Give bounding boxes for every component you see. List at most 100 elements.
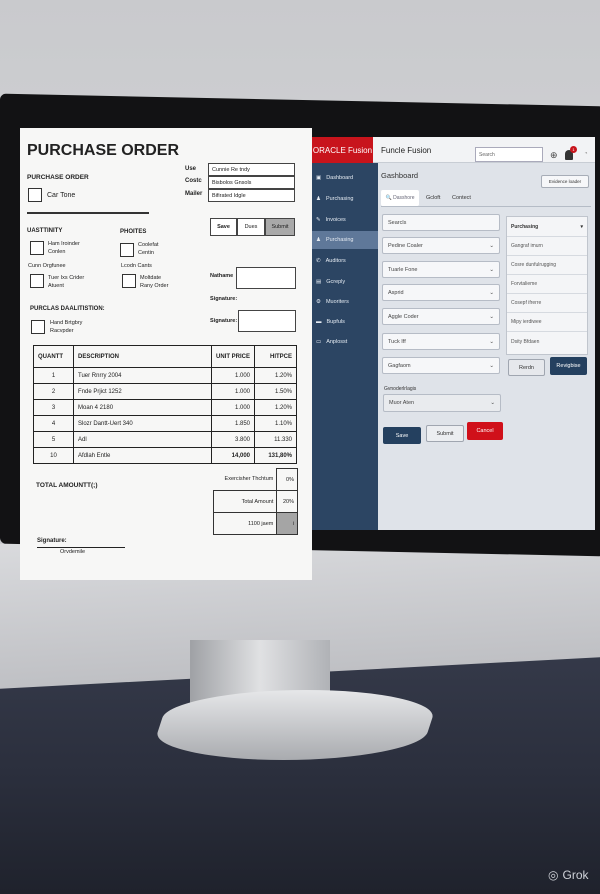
chevron-down-icon: ⌄ <box>489 362 494 369</box>
totals-table: Exercisher Thchtum 0% Total Amount 20% 110… <box>212 468 298 535</box>
cell: 1.10% <box>254 415 297 432</box>
panel-item[interactable]: Cosre dunfulrugging <box>507 256 587 275</box>
sidebar-item-anplosst[interactable]: ▭ Anplosst <box>312 333 378 351</box>
evidence-loader-button[interactable]: Evidence loader <box>541 175 589 188</box>
sidebar-item-gcreply[interactable]: ▤ Gcreply <box>312 273 378 291</box>
cell: Tuer Rnrry 2004 <box>73 367 212 384</box>
chevron-down-icon: ⌄ <box>490 400 495 406</box>
cell: 1.000 <box>211 367 255 384</box>
sidebar-item-label: Muoriters <box>325 299 349 305</box>
checkbox-label: Car Tone <box>47 192 76 199</box>
sidebar-item-invoices[interactable]: ✎ Invoices <box>312 211 378 229</box>
sidebar-item-dashboard[interactable]: ▣ Dashboard <box>312 169 378 187</box>
sidebar-item-auditors[interactable]: ✆ Auditors <box>312 252 378 270</box>
signature-footer-label: Signature: <box>37 538 67 544</box>
checkbox[interactable] <box>30 274 44 288</box>
checkbox[interactable] <box>120 243 134 257</box>
panel-item[interactable]: Mipy ierdiwee <box>507 313 587 332</box>
search-field[interactable]: Searcls <box>382 214 500 231</box>
cell: Fnde Prjict 1252 <box>73 383 212 400</box>
sidebar-item-purchasing[interactable]: ♟ Purchasing <box>312 190 378 208</box>
cell: 11.330 <box>254 431 297 448</box>
submit-button[interactable]: Submit <box>426 425 464 442</box>
tab-gcloft[interactable]: Gcloft <box>426 195 441 201</box>
totals-label: 1100 jaem <box>212 512 278 535</box>
checkbox[interactable] <box>30 241 44 255</box>
purchasing-panel: Purchasing ▾ Gangraf imurn Cosre dunfulru… <box>506 216 588 355</box>
signature-input[interactable] <box>238 310 296 332</box>
cell: Slozr Dantt-Uert 340 <box>73 415 212 432</box>
tab-contect[interactable]: Contect <box>452 195 471 201</box>
panel-header[interactable]: Purchasing ▾ <box>507 217 587 237</box>
divider <box>27 212 149 214</box>
notification-bell-icon[interactable] <box>565 150 573 160</box>
user-icon[interactable]: ◔ <box>584 151 588 157</box>
watermark-text: Grok <box>562 868 589 882</box>
chevron-down-icon: ⌄ <box>489 242 494 249</box>
select-field[interactable]: Gagfaom ⌄ <box>382 357 500 374</box>
cell: 3 <box>33 399 74 416</box>
sidebar-item-bupfuls[interactable]: ▬ Bupfuls <box>312 313 378 331</box>
tab-divider <box>381 206 591 207</box>
checkbox-label: Coolefat Centin <box>138 242 159 256</box>
select-value: Muor Aten <box>389 400 415 406</box>
group-select[interactable]: Muor Aten ⌄ <box>383 394 501 412</box>
sidebar-item-purchasing-active[interactable]: ♟ Purchasing <box>312 231 378 249</box>
navigate-button[interactable]: Revigbise <box>550 357 587 375</box>
user-icon: ♟ <box>316 196 321 202</box>
tab-dasshore[interactable]: 🔍 Dasshore <box>381 190 419 206</box>
name-input[interactable] <box>236 267 296 289</box>
cell: 131,80% <box>254 447 297 464</box>
panel-item[interactable]: Gangraf imurn <box>507 237 587 256</box>
select-field[interactable]: Tuck Iff ⌄ <box>382 333 500 350</box>
select-field[interactable]: Aggle Coder ⌄ <box>382 308 500 325</box>
signature-name: Orvdemile <box>60 549 86 555</box>
sidebar: ▣ Dashboard ♟ Purchasing ✎ Invoices ♟ Purcha… <box>312 163 378 530</box>
checkbox[interactable] <box>31 320 45 334</box>
dues-button[interactable]: Dues <box>237 218 265 236</box>
sidebar-item-label: Invoices <box>325 217 346 223</box>
panel-item[interactable]: Forvtalieme <box>507 275 587 294</box>
sidebar-item-label: Anplosst <box>326 339 348 345</box>
user-icon: ♟ <box>316 237 321 243</box>
cell: 14,000 <box>211 447 255 464</box>
checkbox[interactable] <box>122 274 136 288</box>
sidebar-item-label: Gcreply <box>326 279 346 285</box>
panel-item[interactable]: Cosepf ifrerre <box>507 294 587 313</box>
column-header: QUANTT <box>33 345 74 368</box>
field-input[interactable]: Bifirated Idgle <box>208 189 295 202</box>
save-button[interactable]: Save <box>210 218 237 236</box>
select-field[interactable]: Pedine Coaler ⌄ <box>382 237 500 254</box>
field-input[interactable]: Cunnie Re tndy <box>208 163 295 176</box>
save-button[interactable]: Save <box>383 427 421 444</box>
panel-item[interactable]: Dsity Bfdaen <box>511 338 540 345</box>
cell: Afdlah Entle <box>73 447 212 464</box>
items-table: QUANTT DESCRIPTION UNIT PRICE HITPCE 1 Tu… <box>33 345 297 464</box>
field-input[interactable]: Bisbolos Gnsols <box>208 176 295 189</box>
column-header: DESCRIPTION <box>73 345 212 368</box>
checkbox[interactable] <box>28 188 42 202</box>
search-input[interactable]: Search <box>475 147 543 162</box>
group-label: Gvnoderlrlagis <box>384 386 417 392</box>
select-field[interactable]: Tuarle Fone ⌄ <box>382 261 500 278</box>
sidebar-item-label: Purchasing <box>325 196 354 202</box>
table-row: 2 Fnde Prjict 1252 1.000 1.50% <box>33 383 297 400</box>
cancel-button[interactable]: Cancel <box>467 422 503 440</box>
section-heading: UASTTINITY <box>27 228 63 234</box>
checkbox-label: Ham Iroinder Conlen <box>48 241 80 255</box>
select-field[interactable]: Asprid ⌄ <box>382 284 500 301</box>
cell: Adl <box>73 431 212 448</box>
sidebar-item-muoriters[interactable]: ⚙ Muoriters <box>312 293 378 311</box>
chevron-down-icon: ⌄ <box>489 289 494 296</box>
sidebar-item-label: Auditors <box>325 258 346 264</box>
panel-title: Purchasing <box>511 223 539 230</box>
select-value: Aggle Coder <box>388 313 419 320</box>
grok-watermark: ◎ Grok <box>548 868 589 882</box>
section-heading: PURCLAS DAALITISTION: <box>30 306 105 312</box>
reset-button[interactable]: Rerdn <box>508 359 545 376</box>
submit-button[interactable]: Submit <box>265 218 295 236</box>
sub-label: Cunn Orgfunee <box>28 263 66 269</box>
help-icon[interactable]: ⊕ <box>550 150 558 160</box>
column-header: UNIT PRICE <box>211 345 255 368</box>
cell: 1.000 <box>211 399 255 416</box>
